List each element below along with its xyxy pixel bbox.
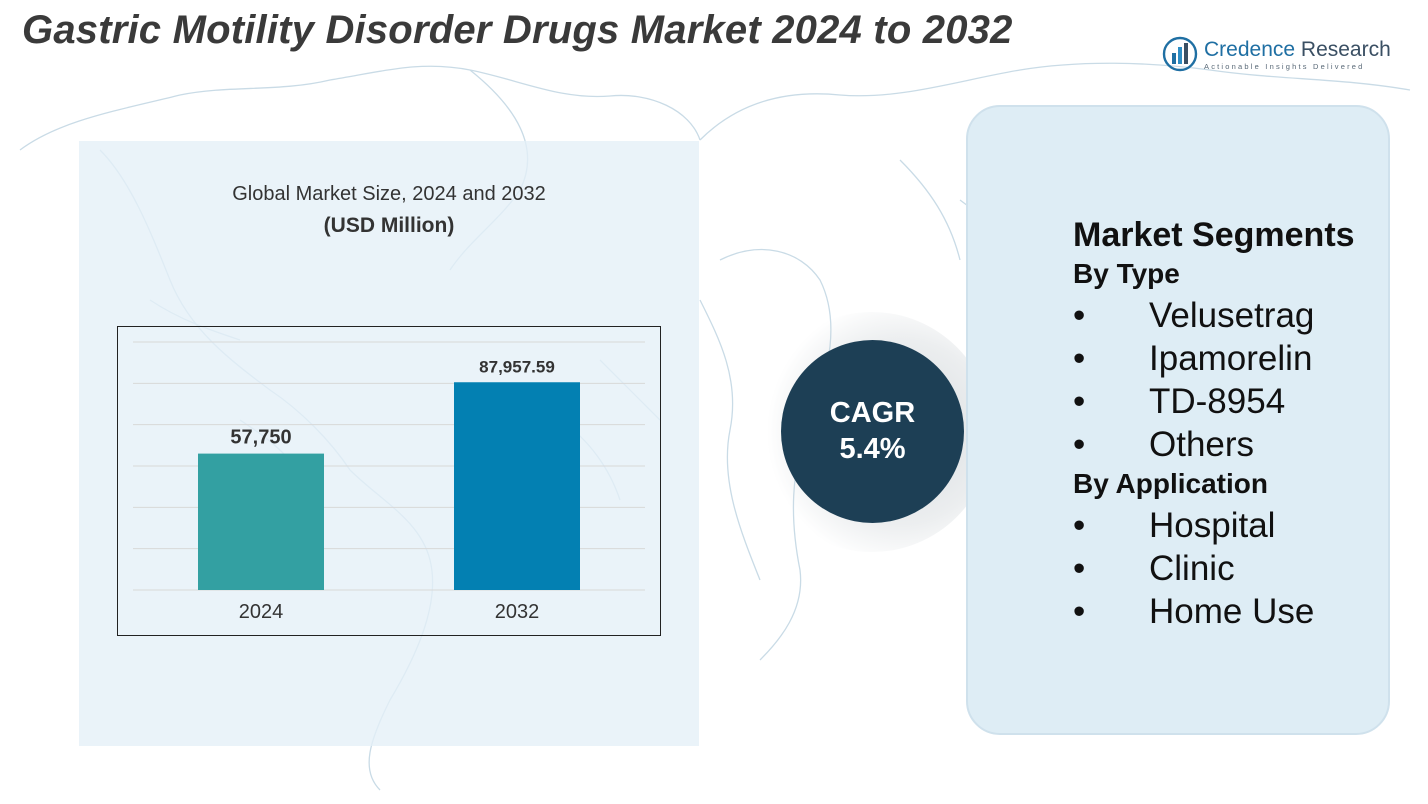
page-title: Gastric Motility Disorder Drugs Market 2… bbox=[22, 8, 1013, 52]
bar-2032 bbox=[454, 382, 580, 590]
x-tick-label-2024: 2024 bbox=[239, 601, 284, 623]
bullet-icon: • bbox=[1073, 425, 1086, 464]
market-segments-panel bbox=[966, 105, 1390, 735]
bullet-icon: • bbox=[1073, 296, 1086, 335]
bullet-icon: • bbox=[1073, 549, 1086, 588]
segment-item-label: Ipamorelin bbox=[1149, 339, 1313, 378]
segment-item: • Clinic bbox=[1073, 549, 1235, 589]
data-label-2032: 87,957.59 bbox=[479, 357, 555, 376]
chart-subtitle: (USD Million) bbox=[323, 214, 455, 237]
bullet-icon: • bbox=[1073, 506, 1086, 545]
bullet-icon: • bbox=[1073, 339, 1086, 378]
bar-2024 bbox=[198, 453, 324, 590]
cagr-label: CAGR bbox=[829, 397, 916, 429]
bullet-icon: • bbox=[1073, 382, 1086, 421]
segment-heading: By Type bbox=[1073, 258, 1180, 289]
segment-item: • Hospital bbox=[1073, 506, 1275, 546]
segment-item-label: Hospital bbox=[1149, 506, 1276, 545]
segment-item: • Home Use bbox=[1073, 592, 1314, 632]
chart-panel bbox=[79, 141, 699, 746]
segment-item: • Ipamorelin bbox=[1073, 339, 1312, 379]
segment-item: • Others bbox=[1073, 425, 1254, 465]
logo-name: Credence Research bbox=[1204, 38, 1391, 61]
chart-heading: Global Market Size, 2024 and 2032 (USD M… bbox=[79, 183, 699, 238]
cagr-value: 5.4% bbox=[839, 433, 906, 465]
segment-item-label: Home Use bbox=[1149, 592, 1315, 631]
segment-item-label: Clinic bbox=[1149, 549, 1235, 588]
cagr-badge: CAGR 5.4% bbox=[781, 340, 964, 523]
x-tick-label-2032: 2032 bbox=[495, 601, 540, 623]
market-size-bar-chart: 57,750 2024 87,957.59 2032 bbox=[117, 326, 661, 636]
segments-title: Market Segments bbox=[1073, 216, 1355, 254]
bullet-icon: • bbox=[1073, 592, 1086, 631]
segment-item: • Velusetrag bbox=[1073, 296, 1314, 336]
segment-item-label: Others bbox=[1149, 425, 1255, 464]
segment-item-label: Velusetrag bbox=[1149, 296, 1315, 335]
segment-item-label: TD-8954 bbox=[1149, 382, 1286, 421]
chart-title: Global Market Size, 2024 and 2032 bbox=[232, 183, 546, 205]
bar-chart-logo-icon bbox=[1162, 36, 1198, 72]
brand-logo: Credence Research Actionable Insights De… bbox=[1162, 36, 1402, 76]
segment-item: • TD-8954 bbox=[1073, 382, 1285, 422]
data-label-2024: 57,750 bbox=[230, 427, 291, 449]
logo-tagline: Actionable Insights Delivered bbox=[1204, 62, 1365, 71]
segment-heading: By Application bbox=[1073, 468, 1268, 499]
